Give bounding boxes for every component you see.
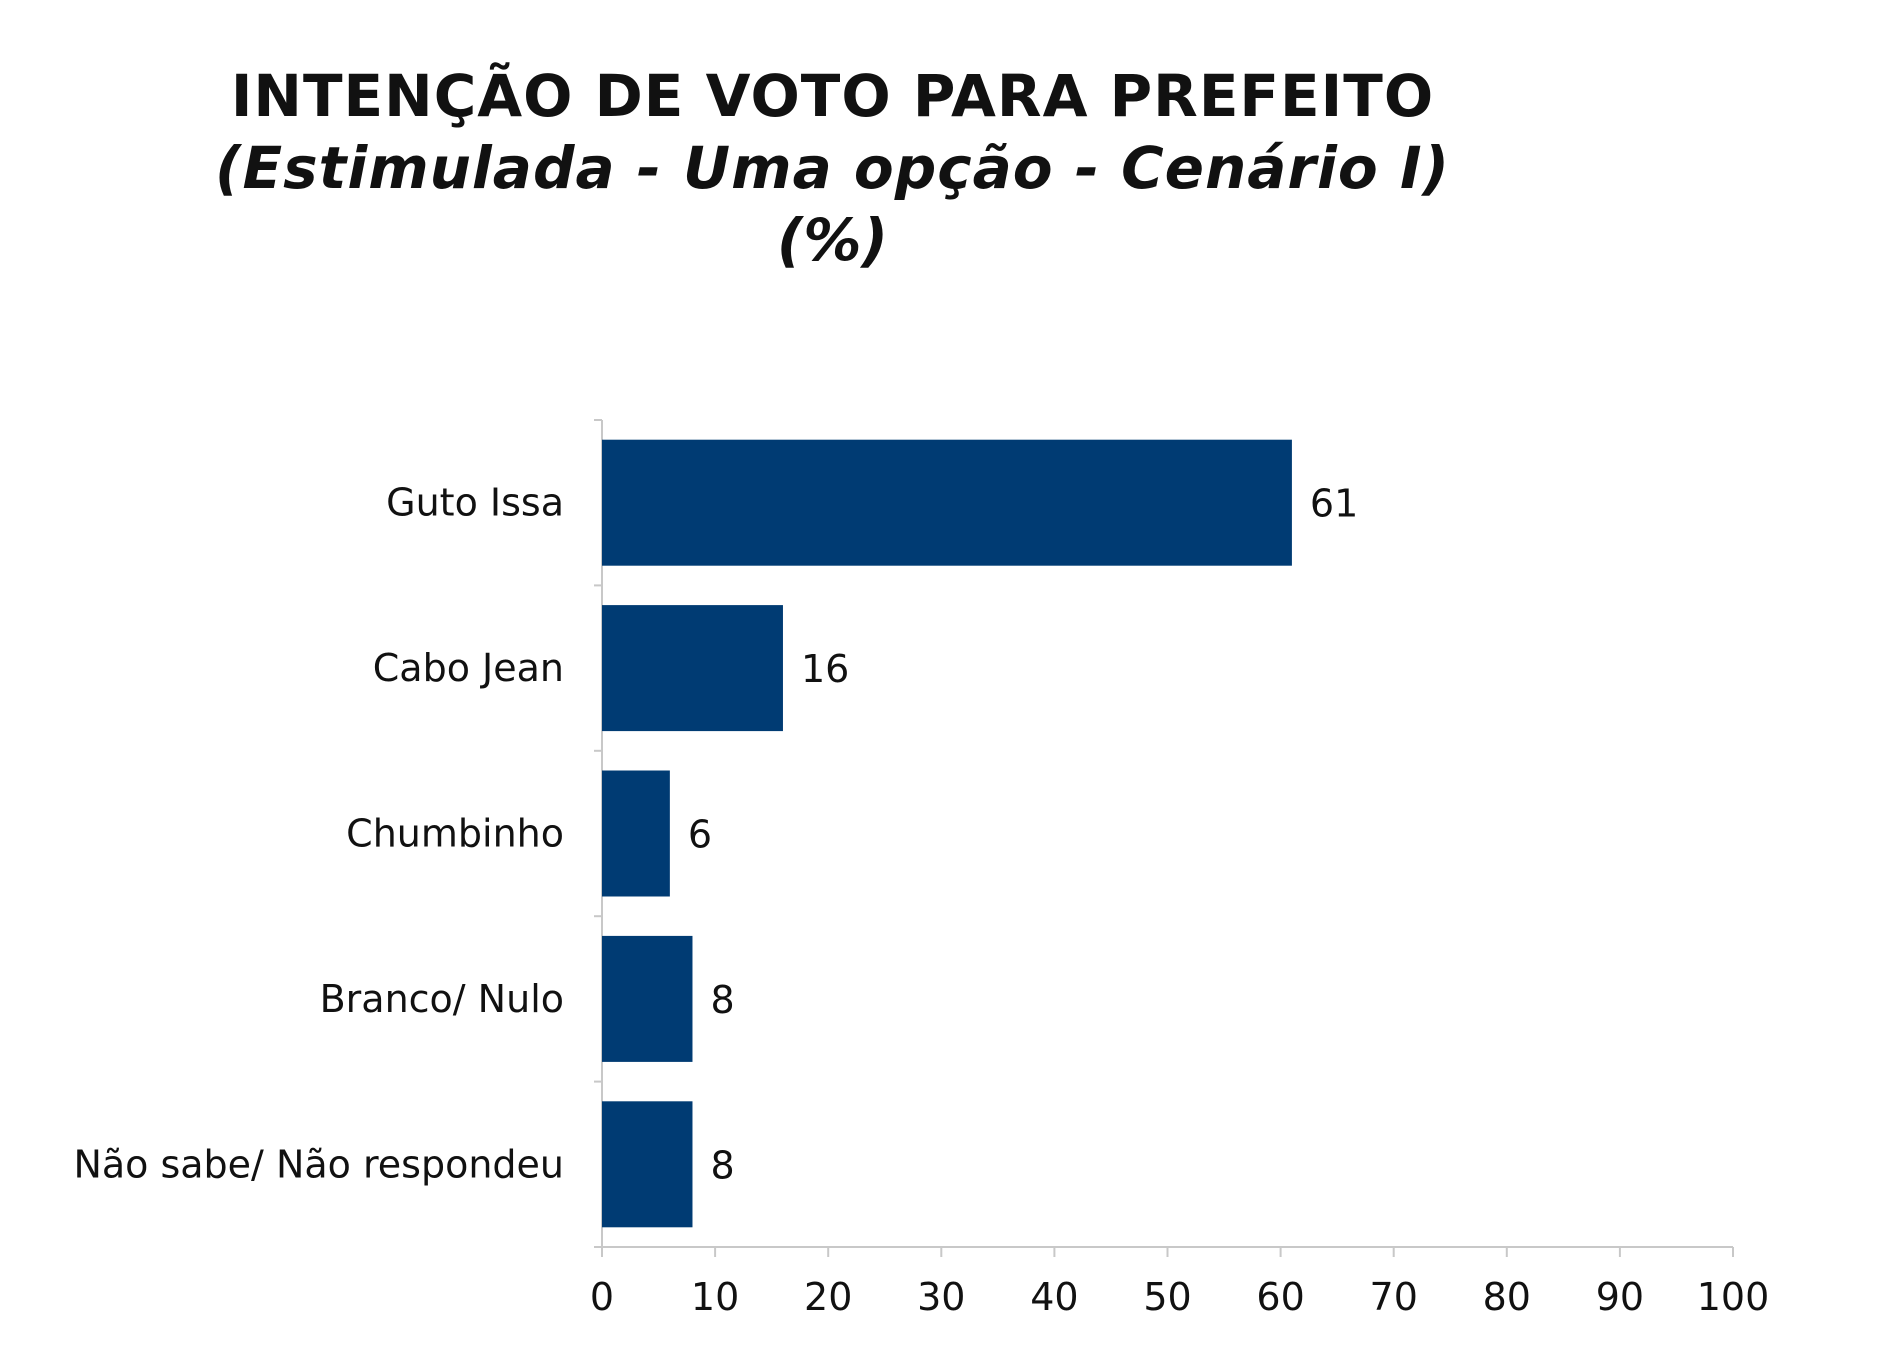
x-tick-label: 70 (1370, 1275, 1418, 1319)
x-tick-label: 40 (1030, 1275, 1078, 1319)
chart-title: INTENÇÃO DE VOTO PARA PREFEITO (230, 62, 1435, 130)
x-tick-label: 10 (691, 1275, 739, 1319)
bar (602, 935, 693, 1062)
chart-labels: 0 10 20 30 40 50 60 70 80 90 100 Guto Issa 61 Cabo Je… (73, 481, 1769, 1319)
value-label: 16 (801, 647, 849, 691)
category-label: Cabo Jean (373, 646, 564, 690)
category-label: Não sabe/ Não respondeu (73, 1142, 564, 1186)
bar (602, 605, 783, 732)
category-label: Branco/ Nulo (320, 977, 564, 1021)
chart-bars (602, 439, 1292, 1228)
x-tick-label: 50 (1143, 1275, 1191, 1319)
x-tick-label: 100 (1697, 1275, 1770, 1319)
x-tick-label: 30 (917, 1275, 965, 1319)
chart-subtitle: (Estimulada - Uma opção - Cenário I) (214, 134, 1451, 202)
category-label: Chumbinho (346, 812, 564, 856)
value-label: 8 (710, 978, 734, 1022)
x-tick-label: 80 (1483, 1275, 1531, 1319)
category-label: Guto Issa (386, 481, 564, 525)
bar (602, 770, 670, 897)
chart-title-block: INTENÇÃO DE VOTO PARA PREFEITO (Estimula… (0, 60, 1665, 276)
x-tick-label: 20 (804, 1275, 852, 1319)
chart-unit-label: (%) (776, 206, 889, 274)
value-label: 61 (1310, 482, 1358, 526)
x-tick-label: 90 (1596, 1275, 1644, 1319)
bar (602, 439, 1292, 566)
value-label: 8 (710, 1143, 734, 1187)
value-label: 6 (688, 813, 712, 857)
x-tick-label: 0 (590, 1275, 614, 1319)
bar (602, 1101, 693, 1228)
x-tick-label: 60 (1256, 1275, 1304, 1319)
